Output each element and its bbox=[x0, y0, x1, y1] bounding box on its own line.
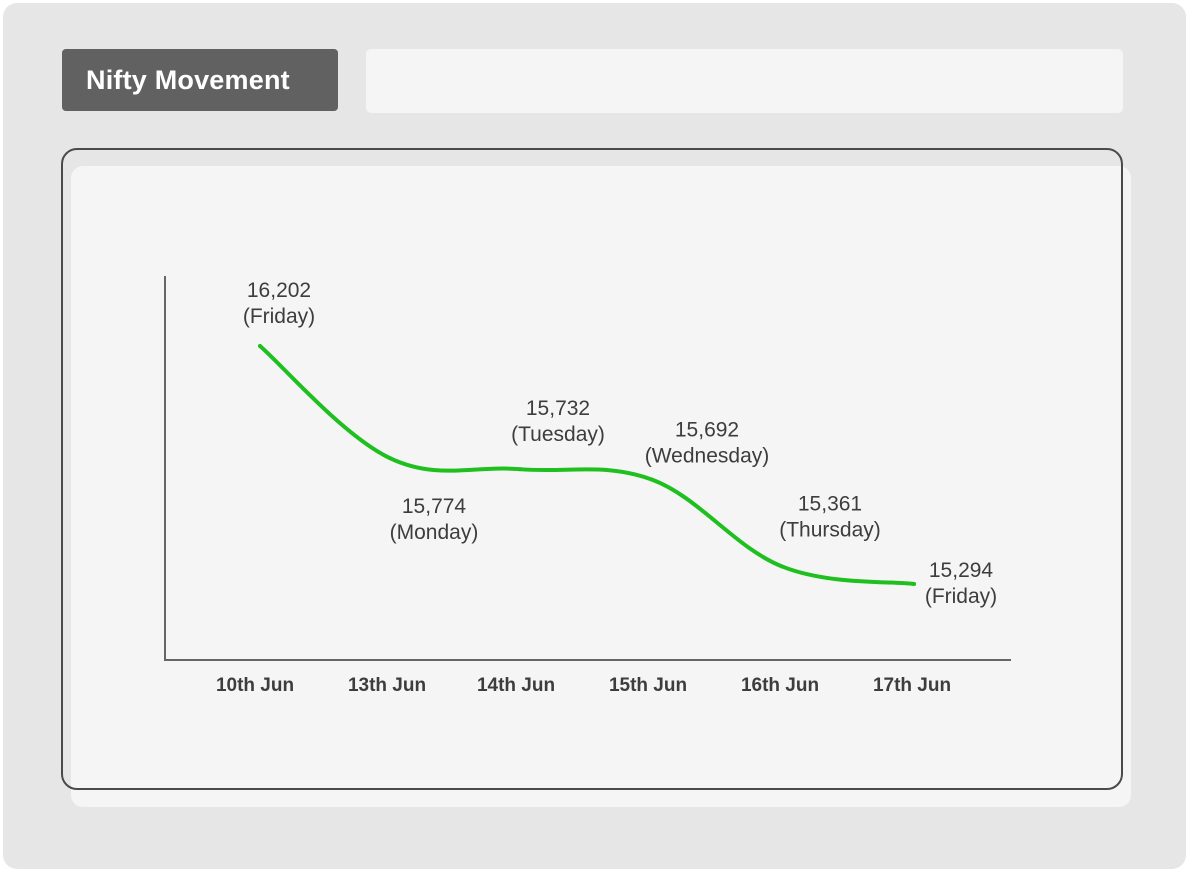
page-title: Nifty Movement bbox=[86, 64, 290, 95]
data-point bbox=[258, 344, 262, 348]
data-label-value: 15,692 bbox=[675, 419, 739, 442]
data-point bbox=[518, 467, 522, 472]
data-point bbox=[650, 477, 654, 482]
data-label-day: (Friday) bbox=[925, 585, 997, 608]
data-point bbox=[780, 564, 784, 569]
data-label-day: (Tuesday) bbox=[511, 423, 605, 446]
x-tick-label: 15th Jun bbox=[609, 675, 687, 696]
chart-panel-background bbox=[71, 166, 1131, 807]
series-line bbox=[258, 344, 916, 586]
data-label-day: (Wednesday) bbox=[645, 445, 770, 468]
data-label-day: (Monday) bbox=[390, 521, 479, 544]
data-point bbox=[912, 582, 916, 586]
data-label-value: 15,294 bbox=[929, 559, 994, 582]
x-tick-label: 16th Jun bbox=[741, 675, 819, 696]
x-tick-label: 14th Jun bbox=[477, 675, 555, 696]
chart-panel-border bbox=[61, 148, 1123, 790]
data-label-value: 16,202 bbox=[247, 279, 311, 302]
data-label-day: (Thursday) bbox=[779, 518, 881, 541]
header-bar bbox=[366, 49, 1123, 113]
data-point bbox=[388, 456, 392, 461]
data-label-value: 15,774 bbox=[402, 495, 467, 518]
x-tick-label: 13th Jun bbox=[348, 675, 426, 696]
data-label-value: 15,361 bbox=[798, 492, 862, 515]
data-label-value: 15,732 bbox=[526, 397, 590, 420]
x-tick-label: 17th Jun bbox=[873, 675, 951, 696]
title-box: Nifty Movement bbox=[62, 49, 338, 111]
x-tick-label: 10th Jun bbox=[216, 675, 294, 696]
data-label-day: (Friday) bbox=[243, 305, 315, 328]
